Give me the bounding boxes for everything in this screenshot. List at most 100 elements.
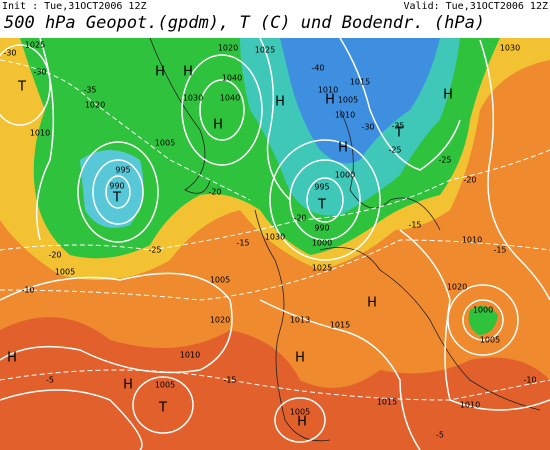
isobar bbox=[259, 37, 291, 201]
temperature-label: -40 bbox=[311, 64, 324, 73]
isobar-label: 1005 bbox=[210, 276, 230, 285]
temperature-label: -35 bbox=[391, 122, 404, 131]
pressure-center: H bbox=[338, 141, 348, 156]
isobar bbox=[0, 389, 143, 450]
isobar-label: 1025 bbox=[255, 46, 275, 55]
temperature-label: -35 bbox=[83, 86, 96, 95]
isobar-label: 1000 bbox=[312, 239, 332, 248]
pressure-center: H bbox=[295, 351, 305, 366]
temperature-label: -30 bbox=[361, 123, 374, 132]
field-green-east bbox=[468, 306, 498, 335]
field-red bbox=[0, 317, 550, 450]
isobar-label: 1020 bbox=[85, 101, 105, 110]
isobar-label: 1025 bbox=[25, 41, 45, 50]
isobar-label: 1015 bbox=[350, 78, 370, 87]
coast-greenland bbox=[149, 37, 211, 194]
map-title: 500 hPa Geopot.(gpdm), T (C) und Bodendr… bbox=[4, 13, 485, 33]
temperature-label: -10 bbox=[21, 286, 34, 295]
isobar-label: 1010 bbox=[335, 111, 355, 120]
isobar bbox=[259, 299, 421, 450]
isobar-label: 990 bbox=[314, 224, 329, 233]
pressure-center: H bbox=[443, 88, 453, 103]
isobar bbox=[399, 229, 550, 411]
coast-scandinavia bbox=[339, 109, 441, 231]
isobar-label: 1005 bbox=[155, 381, 175, 390]
labels: H H H H H H H H H H H H T T T T T 1025 1020 1025 1040 1030 104… bbox=[3, 41, 536, 440]
pressure-center: T bbox=[394, 126, 403, 141]
temperature-label: -30 bbox=[33, 68, 46, 77]
isobar bbox=[0, 272, 233, 374]
temperature-label: -20 bbox=[208, 188, 221, 197]
isotherm bbox=[0, 369, 550, 401]
temperature-label: -15 bbox=[408, 221, 421, 230]
isobar bbox=[132, 376, 194, 434]
isobar-label: 1015 bbox=[377, 398, 397, 407]
isobar bbox=[105, 175, 131, 209]
isobar bbox=[274, 397, 326, 443]
isobar-label: 1000 bbox=[473, 306, 493, 315]
isobar bbox=[77, 141, 159, 243]
temperature-label: -15 bbox=[223, 376, 236, 385]
isobar-label: 1005 bbox=[338, 96, 358, 105]
field-blue bbox=[280, 38, 440, 164]
pressure-center: H bbox=[155, 65, 165, 80]
isobar-label: 1040 bbox=[220, 94, 240, 103]
temperature-label: -15 bbox=[493, 246, 506, 255]
isobar-label: 1030 bbox=[183, 94, 203, 103]
temperature-label: -5 bbox=[46, 376, 54, 385]
isobar-label: 1030 bbox=[265, 233, 285, 242]
isobar-label: 1030 bbox=[500, 44, 520, 53]
isobar-label: 1025 bbox=[312, 264, 332, 273]
isobar-label: 1020 bbox=[218, 44, 238, 53]
init-time: Init : Tue,31OCT2006 12Z bbox=[2, 1, 147, 12]
pressure-center: H bbox=[367, 296, 377, 311]
isobar-label: 995 bbox=[115, 166, 130, 175]
pressure-center: H bbox=[183, 65, 193, 80]
temperature-label: -10 bbox=[523, 376, 536, 385]
isobar-label: 1010 bbox=[30, 129, 50, 138]
temperature-label: -25 bbox=[388, 146, 401, 155]
isobar bbox=[462, 299, 504, 341]
pressure-center: H bbox=[325, 93, 335, 108]
isobar-label: 1010 bbox=[460, 401, 480, 410]
isobar-label: 1010 bbox=[462, 236, 482, 245]
valid-time: Valid: Tue,31OCT2006 12Z bbox=[404, 1, 549, 12]
isobar bbox=[479, 39, 550, 301]
temperature-label: -20 bbox=[48, 251, 61, 260]
coast-west-europe bbox=[254, 209, 331, 442]
isobar bbox=[269, 139, 381, 261]
coastlines bbox=[149, 37, 541, 442]
isobar bbox=[35, 37, 55, 241]
isobar-label: 1005 bbox=[155, 139, 175, 148]
temperature-fields bbox=[0, 38, 550, 450]
isobar-label: 995 bbox=[314, 183, 329, 192]
isobar-label: 1040 bbox=[222, 74, 242, 83]
pressure-center: H bbox=[275, 95, 285, 110]
isotherm bbox=[0, 149, 550, 251]
pressure-center: T bbox=[317, 198, 326, 213]
temperature-label: -20 bbox=[463, 176, 476, 185]
isobar bbox=[306, 177, 344, 223]
pressure-center: T bbox=[17, 80, 26, 95]
pressure-center: T bbox=[158, 401, 167, 416]
isobar bbox=[447, 284, 519, 356]
isobar-label: 1005 bbox=[290, 408, 310, 417]
isobar-label: 1020 bbox=[210, 316, 230, 325]
temperature-label: -5 bbox=[436, 431, 444, 440]
temperature-label: -25 bbox=[148, 246, 161, 255]
isobar bbox=[181, 54, 263, 166]
temperature-label: -30 bbox=[3, 49, 16, 58]
isobars bbox=[0, 37, 550, 450]
isobar-label: 1015 bbox=[330, 321, 350, 330]
pressure-center: H bbox=[213, 118, 223, 133]
isobar-label: 1005 bbox=[480, 336, 500, 345]
isobar bbox=[92, 159, 144, 225]
isobar bbox=[0, 44, 51, 126]
isobar-label: 1020 bbox=[447, 283, 467, 292]
pressure-center: H bbox=[297, 415, 307, 430]
temperature-label: -25 bbox=[438, 156, 451, 165]
isobar-label: 990 bbox=[109, 182, 124, 191]
isobar bbox=[339, 37, 461, 171]
temperature-label: -20 bbox=[293, 214, 306, 223]
